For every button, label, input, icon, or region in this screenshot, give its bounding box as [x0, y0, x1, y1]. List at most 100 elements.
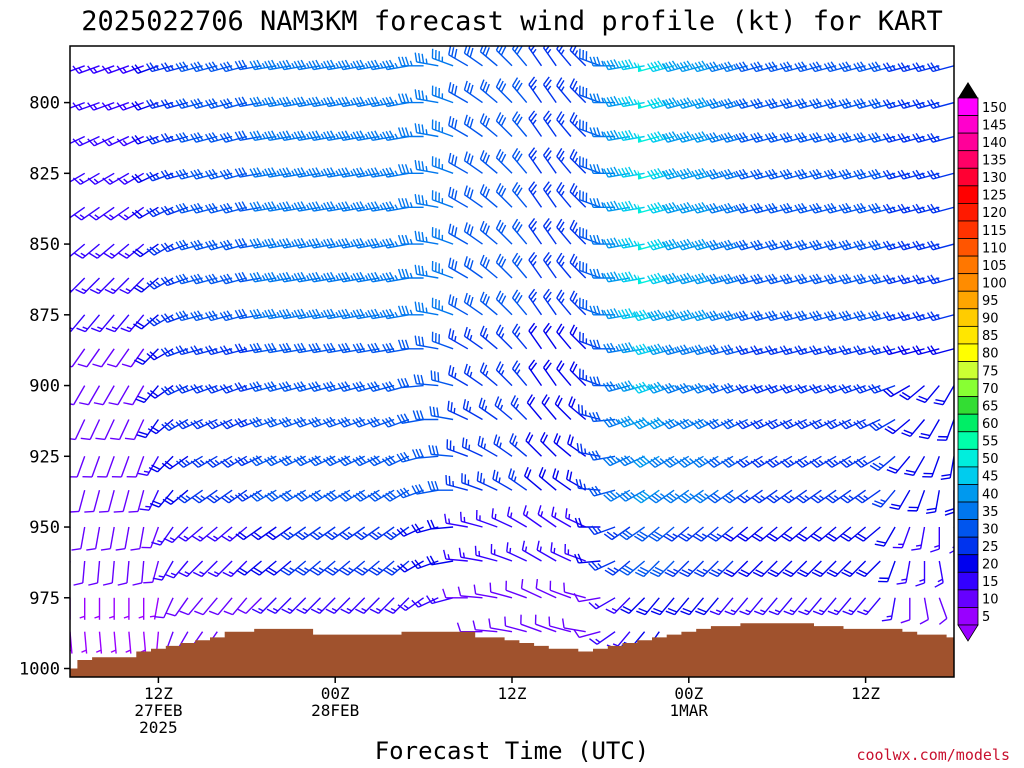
wind-barb — [536, 540, 557, 562]
wind-barb — [839, 489, 867, 504]
wind-barb — [750, 61, 778, 73]
wind-barb — [735, 132, 763, 143]
wind-barb — [495, 324, 513, 350]
wind-barb — [146, 314, 174, 327]
wind-barb — [323, 308, 351, 320]
wind-barb — [838, 168, 866, 180]
wind-barb — [160, 205, 189, 216]
wind-barb — [249, 342, 277, 354]
wind-barb — [463, 114, 483, 138]
wind-barb — [692, 489, 719, 504]
wind-barb — [750, 455, 778, 468]
wind-barb — [337, 381, 365, 392]
wind-barb — [146, 206, 174, 218]
colorbar-swatch — [957, 536, 979, 556]
wind-barb — [206, 489, 233, 504]
colorbar-label: 85 — [982, 329, 999, 344]
wind-barb — [798, 597, 822, 616]
wind-barb — [110, 419, 130, 441]
chart-title: 2025022706 NAM3KM forecast wind profile … — [81, 6, 943, 37]
wind-barb — [337, 308, 365, 320]
wind-barb — [840, 526, 867, 542]
wind-barb — [897, 132, 925, 143]
wind-barb — [427, 480, 454, 491]
wind-barb — [617, 455, 645, 467]
wind-barb — [783, 597, 808, 616]
wind-barb — [279, 526, 307, 541]
wind-barb — [108, 597, 115, 620]
wind-barb — [293, 201, 321, 212]
wind-barb — [495, 361, 513, 387]
wind-barb — [194, 597, 218, 616]
wind-barb — [899, 385, 925, 401]
wind-barb — [603, 129, 631, 142]
wind-barb — [636, 597, 660, 616]
wind-barb — [461, 437, 483, 457]
wind-barb — [190, 310, 218, 322]
wind-barb — [477, 435, 498, 457]
wind-barb — [764, 132, 793, 143]
wind-barb — [823, 310, 852, 322]
wind-barb — [190, 345, 218, 356]
wind-barb — [293, 381, 321, 392]
wind-barb — [810, 526, 837, 542]
wind-barb — [720, 132, 748, 143]
wind-barb — [205, 345, 233, 356]
wind-barb — [882, 274, 910, 285]
wind-barb — [525, 431, 542, 457]
wind-barb — [219, 61, 247, 73]
wind-barb — [528, 110, 543, 137]
wind-barb — [912, 274, 940, 285]
wind-barb — [617, 271, 645, 283]
wind-barb — [249, 308, 277, 320]
wind-barb — [882, 345, 910, 356]
wind-barb — [779, 418, 807, 430]
wind-barb — [175, 384, 203, 394]
wind-barb — [676, 309, 704, 322]
wind-barb — [823, 273, 852, 285]
wind-barb — [479, 254, 498, 279]
wind-barb — [579, 260, 601, 279]
wind-barb — [632, 381, 660, 394]
wind-barb — [603, 59, 631, 71]
wind-barb — [868, 98, 896, 109]
wind-barb — [765, 455, 793, 468]
wind-barb — [691, 382, 719, 394]
wind-barb — [191, 526, 218, 542]
wind-barb — [587, 525, 616, 536]
wind-barb — [234, 201, 262, 212]
wind-barb — [881, 597, 896, 622]
wind-barb — [721, 455, 749, 468]
wind-barb — [868, 273, 896, 285]
wind-barb — [579, 227, 601, 245]
wind-barb — [720, 273, 748, 285]
wind-barb — [125, 631, 132, 654]
wind-barb — [573, 629, 601, 639]
wind-barb — [912, 169, 940, 180]
wind-barb — [131, 101, 159, 111]
wind-barb — [589, 305, 616, 316]
wind-barb — [381, 416, 410, 428]
wind-barb — [323, 342, 351, 354]
wind-barb — [720, 310, 748, 322]
wind-barb — [663, 526, 690, 542]
wind-barb — [463, 46, 483, 67]
wind-barb — [98, 490, 115, 513]
colorbar-label: 5 — [982, 610, 990, 625]
wind-barb — [205, 310, 233, 322]
wind-barb — [897, 62, 925, 73]
wind-barb — [556, 360, 572, 387]
wind-barb — [691, 309, 719, 322]
wind-barb — [463, 80, 483, 104]
wind-barb — [89, 277, 115, 295]
wind-barb — [520, 578, 542, 599]
wind-barb — [234, 59, 262, 71]
wind-barb — [337, 59, 365, 71]
wind-barb — [190, 455, 218, 468]
wind-barb — [293, 342, 321, 354]
wind-barb — [779, 98, 807, 109]
wind-barb — [579, 48, 601, 67]
wind-barb — [577, 404, 601, 421]
credit-link[interactable]: coolwx.com/models — [856, 746, 1010, 764]
